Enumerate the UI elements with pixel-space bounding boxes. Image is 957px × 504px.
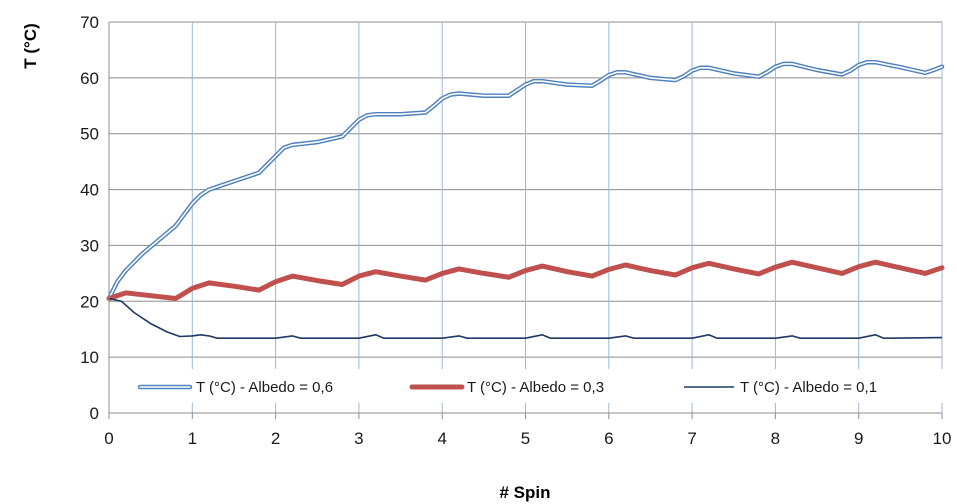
y-tick-label: 70 [80, 13, 99, 32]
series-line [108, 297, 943, 339]
legend-entry-2: T (°C) - Albedo = 0,3 [409, 379, 604, 396]
legend: T (°C) - Albedo = 0,6 T (°C) - Albedo = 0… [117, 369, 943, 403]
x-tick-label: 7 [687, 429, 696, 448]
series-2 [106, 259, 945, 301]
grid [109, 21, 943, 414]
y-tick-label: 20 [80, 292, 99, 311]
legend-entry-1: T (°C) - Albedo = 0,6 [137, 379, 333, 396]
y-tick-label: 50 [80, 125, 99, 144]
legend-label: T (°C) - Albedo = 0,6 [196, 379, 333, 396]
x-tick-label: 9 [854, 429, 863, 448]
y-tick-label: 60 [80, 69, 99, 88]
series-group [106, 59, 945, 339]
x-tick-label: 5 [521, 429, 530, 448]
x-tick-label: 10 [933, 429, 952, 448]
legend-label: T (°C) - Albedo = 0,1 [740, 379, 877, 396]
legend-label: T (°C) - Albedo = 0,3 [467, 379, 604, 396]
series-3 [108, 297, 943, 339]
y-tick-label: 0 [90, 404, 99, 423]
series-1 [106, 59, 945, 301]
y-tick-label: 10 [80, 348, 99, 367]
axes: 0 10 20 30 40 50 60 70 0 1 2 3 4 5 6 7 8 9 10 [80, 13, 951, 448]
legend-box [117, 369, 943, 403]
x-tick-label: 6 [604, 429, 613, 448]
y-tick-label: 30 [80, 236, 99, 255]
y-tick-label: 40 [80, 181, 99, 200]
series-line [106, 259, 945, 301]
x-tick-label: 1 [188, 429, 197, 448]
x-tick-label: 8 [771, 429, 780, 448]
x-tick-label: 2 [271, 429, 280, 448]
x-axis-title: # Spin [499, 483, 550, 502]
series-line-inner [108, 61, 943, 300]
x-tick-label: 4 [437, 429, 446, 448]
x-tick-label: 3 [354, 429, 363, 448]
x-tick-label: 0 [104, 429, 113, 448]
y-axis-title: T (°C) [21, 23, 40, 69]
legend-entry-3: T (°C) - Albedo = 0,1 [684, 379, 877, 396]
